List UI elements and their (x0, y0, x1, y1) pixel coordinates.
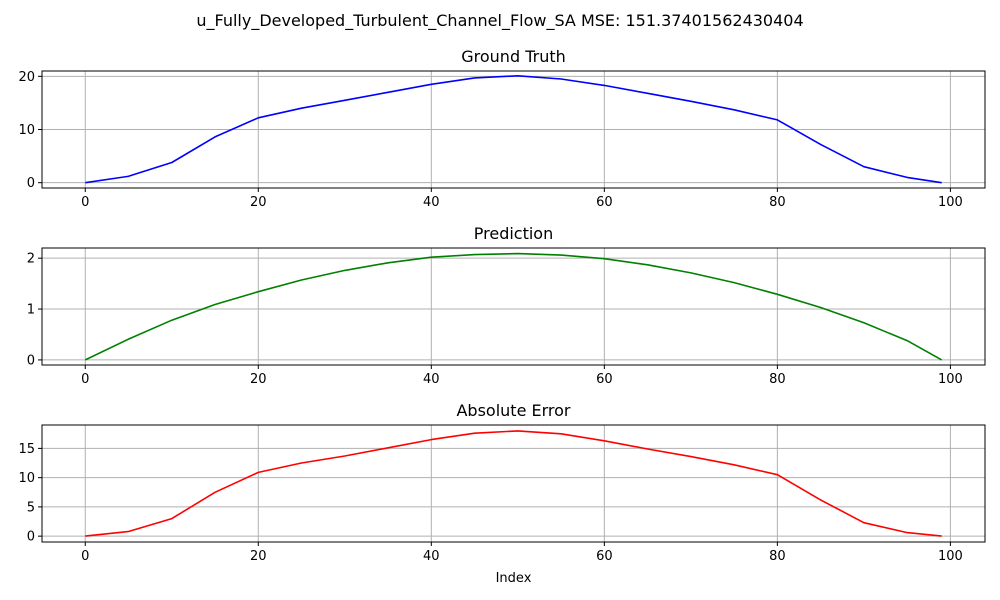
x-tick-label: 80 (769, 549, 786, 564)
x-tick-label: 80 (769, 372, 786, 387)
y-tick-label: 15 (18, 442, 35, 457)
panel-1: Prediction 0 20 40 60 80 100 0 1 2 (27, 224, 986, 387)
x-tick-label: 20 (250, 195, 267, 210)
panel-title: Absolute Error (456, 401, 570, 420)
x-tick-label: 100 (938, 195, 963, 210)
y-tick-label: 0 (27, 353, 35, 368)
panel-title: Ground Truth (461, 47, 566, 66)
x-tick-label: 100 (938, 549, 963, 564)
x-tick-label: 60 (596, 549, 613, 564)
x-tick-label: 0 (81, 549, 89, 564)
x-tick-label: 100 (938, 372, 963, 387)
x-axis-label: Index (496, 571, 532, 586)
panel-0: Ground Truth 0 20 40 60 80 100 0 10 20 (18, 47, 986, 210)
x-tick-label: 0 (81, 372, 89, 387)
y-tick-label: 0 (27, 176, 35, 191)
x-tick-label: 20 (250, 549, 267, 564)
y-tick-label: 10 (18, 471, 35, 486)
axes-frame (41, 247, 986, 366)
series-line (85, 430, 942, 537)
x-tick-label: 40 (423, 372, 440, 387)
x-tick-label: 80 (769, 195, 786, 210)
panel-title: Prediction (474, 224, 553, 243)
y-tick-label: 1 (27, 303, 35, 318)
x-tick-label: 0 (81, 195, 89, 210)
series-line (84, 252, 943, 361)
x-tick-label: 40 (423, 195, 440, 210)
x-tick-label: 60 (596, 195, 613, 210)
y-tick-label: 10 (18, 123, 35, 138)
x-tick-label: 40 (423, 549, 440, 564)
y-tick-label: 20 (18, 70, 35, 85)
y-tick-label: 5 (27, 500, 35, 515)
x-tick-label: 60 (596, 372, 613, 387)
series-line (85, 75, 942, 184)
x-tick-label: 20 (250, 372, 267, 387)
axes-frame (41, 424, 986, 543)
panel-2: Absolute Error 0 20 40 60 80 100 0 5 10 15 Index (18, 401, 986, 586)
y-tick-label: 0 (27, 530, 35, 545)
y-tick-label: 2 (27, 252, 35, 267)
figure-suptitle: u_Fully_Developed_Turbulent_Channel_Flow… (196, 11, 803, 31)
